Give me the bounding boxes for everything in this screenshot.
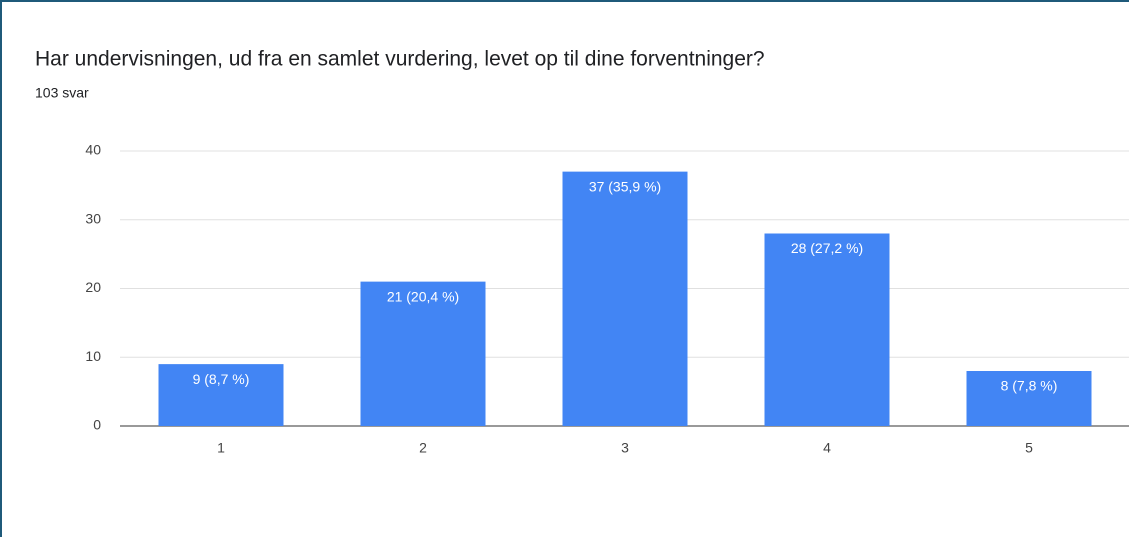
y-tick-label: 40 bbox=[85, 142, 101, 158]
x-tick-label: 5 bbox=[1025, 440, 1033, 456]
y-tick-label: 0 bbox=[93, 417, 101, 433]
y-tick-label: 10 bbox=[85, 348, 101, 364]
data-label: 8 (7,8 %) bbox=[1001, 378, 1058, 394]
y-tick-label: 20 bbox=[85, 279, 101, 295]
x-tick-label: 2 bbox=[419, 440, 427, 456]
bar bbox=[360, 281, 486, 426]
data-label: 9 (8,7 %) bbox=[193, 371, 250, 387]
data-label: 37 (35,9 %) bbox=[589, 178, 661, 194]
bar bbox=[158, 364, 284, 426]
bar bbox=[764, 233, 890, 426]
x-tick-label: 4 bbox=[823, 440, 831, 456]
x-tick-label: 3 bbox=[621, 440, 629, 456]
chart-title: Har undervisningen, ud fra en samlet vur… bbox=[35, 48, 765, 71]
chart-subtitle: 103 svar bbox=[35, 85, 89, 101]
bar bbox=[966, 371, 1092, 426]
x-tick-label: 1 bbox=[217, 440, 225, 456]
data-label: 28 (27,2 %) bbox=[791, 240, 863, 256]
bar bbox=[562, 171, 688, 426]
data-label: 21 (20,4 %) bbox=[387, 288, 459, 304]
y-tick-label: 30 bbox=[85, 210, 101, 226]
